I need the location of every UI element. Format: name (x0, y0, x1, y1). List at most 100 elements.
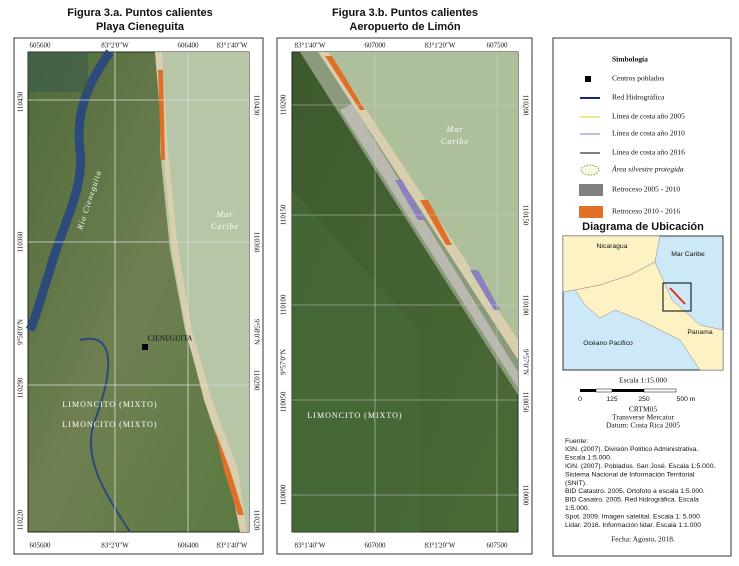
coord-label: 110050 (280, 391, 288, 412)
coord-label: 605600 (30, 542, 52, 550)
coord-label: 607000 (365, 42, 387, 50)
coord-label: 110050 (521, 392, 529, 413)
legend-symbols (579, 76, 603, 218)
coord-label: 607000 (365, 542, 387, 550)
coord-label: 606400 (178, 542, 200, 550)
location-map (562, 235, 724, 371)
coord-label: 110290 (252, 370, 260, 391)
map-label: Mar (446, 125, 464, 134)
coord-label: 605600 (30, 42, 52, 50)
coord-label: 606400 (178, 42, 200, 50)
coord-label: 110150 (521, 205, 529, 226)
legend-item: Línea de costa año 2016 (612, 148, 685, 157)
legend-item: Red Hidrográfica (612, 93, 665, 102)
source-line: Fuente: (565, 438, 588, 445)
panel-title: Playa Cieneguita (96, 21, 185, 33)
coord-label: 110150 (280, 204, 288, 225)
legend-item: Área silvestre protegida (611, 164, 684, 174)
coord-label: 83°1'40"W (294, 42, 325, 50)
scale-text: Escala 1:15.000 (619, 376, 667, 385)
river (25, 49, 114, 333)
erosion (325, 56, 452, 245)
stream (79, 337, 131, 533)
coord-label: 9°58'0"N (252, 319, 260, 345)
source-line: 1:5.000. (565, 505, 590, 512)
map-label: Caribe (211, 222, 239, 231)
panel-title: Aeropuerto de Limón (349, 21, 461, 33)
coord-label: 110220 (17, 509, 25, 530)
map-label: Mar (216, 210, 234, 219)
grid (28, 52, 249, 532)
source-line: BID Catastro. 2005. Ortofoto a escala 1:… (565, 488, 705, 495)
erosion (395, 180, 500, 310)
legend-item: Línea de costa año 2010 (612, 129, 685, 138)
coast-strip (300, 52, 518, 395)
coord-label: 110220 (252, 510, 260, 531)
coord-label: 9°57'0"N (521, 349, 529, 375)
location-label: Océano Pacifico (583, 340, 633, 347)
scale-tick: 500 m (677, 396, 696, 403)
projection: CRTM05 (629, 405, 658, 414)
coord-label: 9°58'0"N (17, 319, 25, 345)
source-line: IGN. (2007). Poblados. San José. Escala … (565, 463, 715, 470)
coord-label: 110100 (521, 295, 529, 316)
source-line: (SNIT). (565, 480, 587, 487)
scale-tick: 0 (578, 396, 582, 403)
panel-title: Figura 3.a. Puntos calientes (67, 7, 213, 19)
coord-label: 110200 (280, 94, 288, 115)
coord-label: 110000 (280, 484, 288, 505)
source-line: BID Casatro. 2005. Red hidrográfica. Esc… (565, 497, 699, 504)
source-line: Sistema Nacional de Información Territor… (565, 471, 695, 478)
lagoon (28, 52, 88, 92)
location-label: Mar Caribe (671, 251, 705, 258)
projection: Datum: Costa Rica 2005 (606, 421, 680, 430)
forest (292, 190, 420, 532)
town-marker (142, 344, 148, 350)
coord-label: 110290 (17, 377, 25, 398)
coord-label: 110100 (280, 294, 288, 315)
coord-label: 110430 (252, 95, 260, 116)
coord-label: 83°1'40"W (216, 542, 247, 550)
map-label: CIENEGUITA (148, 334, 193, 343)
scale-tick: 125 (606, 396, 618, 403)
scale-bar (580, 388, 677, 393)
coord-label: 83°1'20"W (424, 542, 455, 550)
map-label: LIMONCITO (MIXTO) (307, 411, 402, 420)
map-label: Caribe (441, 137, 469, 146)
coord-label: 110360 (17, 231, 25, 252)
projection: Transverse Mercator (612, 413, 674, 422)
coord-label: 83°1'20"W (424, 42, 455, 50)
coord-label: 110200 (521, 95, 529, 116)
location-title: Diagrama de Ubicación (582, 221, 704, 233)
coord-label: 83°1'40"W (216, 42, 247, 50)
map-label: LIMONCITO (MIXTO) (62, 420, 157, 429)
grid (292, 52, 518, 532)
runway (340, 104, 518, 388)
source-line: Spot. 2009. Imagen satelital. Escala 1: … (565, 513, 700, 520)
legend-item: Línea de costa año 2005 (612, 112, 685, 121)
legend-item: Retroceso 2010 - 2016 (612, 207, 680, 216)
coord-label: 9°57'0"N (280, 349, 288, 375)
coord-label: 607500 (487, 542, 509, 550)
coord-label: 607500 (487, 42, 509, 50)
coord-label: 110000 (521, 485, 529, 506)
legend-title: Simbología (612, 55, 648, 64)
map-label: LIMONCITO (MIXTO) (62, 400, 157, 409)
legend-item: Retroceso 2005 - 2010 (612, 185, 680, 194)
source-line: Escala 1:5.000. (565, 455, 612, 462)
legend-item: Centros poblados (612, 74, 664, 83)
source-line: Lidar. 2016. Información lidar. Escala 1… (565, 522, 701, 529)
panel-title: Figura 3.b. Puntos calientes (332, 7, 478, 19)
coord-label: 110430 (17, 91, 25, 112)
date: Fecha: Agosto, 2018. (611, 535, 675, 544)
location-label: Nicaragua (597, 243, 628, 250)
scale-tick: 250 (638, 396, 650, 403)
sea (160, 52, 249, 532)
coord-label: 83°1'40"W (294, 542, 325, 550)
source-line: IGN. (2007). División Político Administr… (565, 446, 698, 453)
location-label: Panama (687, 329, 713, 336)
coord-label: 83°2'0"W (101, 542, 129, 550)
coord-label: 110360 (252, 232, 260, 253)
coord-label: 83°2'0"W (101, 42, 129, 50)
